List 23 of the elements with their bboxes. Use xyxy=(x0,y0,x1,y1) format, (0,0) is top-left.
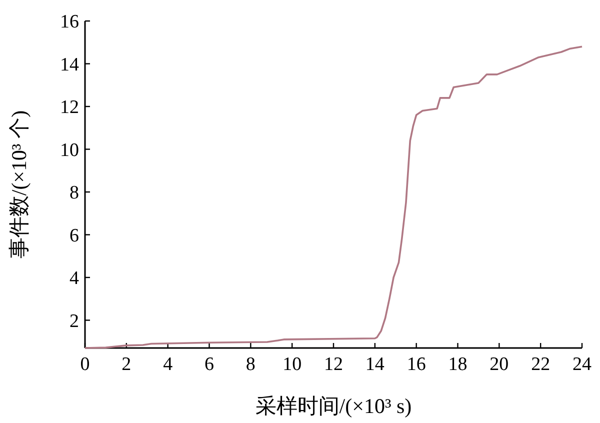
y-tick-label: 10 xyxy=(60,140,79,161)
y-tick-label: 2 xyxy=(70,310,79,332)
y-tick-label: 6 xyxy=(70,225,79,246)
x-tick-label: 16 xyxy=(406,354,426,375)
y-tick-label: 8 xyxy=(70,182,79,204)
x-tick-label: 6 xyxy=(204,354,214,375)
x-tick-label: 20 xyxy=(490,354,509,375)
x-tick-label: 2 xyxy=(122,354,132,375)
y-tick-label: 4 xyxy=(70,268,80,290)
x-tick-label: 22 xyxy=(531,354,550,375)
x-tick-label: 18 xyxy=(448,354,468,375)
y-tick-label: 16 xyxy=(60,12,79,33)
x-tick-label: 4 xyxy=(163,354,174,375)
y-tick-label: 12 xyxy=(60,97,79,118)
y-axis-title: 事件数/(×10³ 个) xyxy=(7,110,31,259)
y-tick-label: 14 xyxy=(60,54,80,76)
x-axis-title: 采样时间/(×10³ s) xyxy=(255,394,412,418)
x-tick-label: 10 xyxy=(282,354,302,375)
x-tick-label: 14 xyxy=(365,354,385,375)
x-tick-label: 0 xyxy=(80,354,90,375)
x-tick-label: 24 xyxy=(572,354,592,375)
x-tick-label: 12 xyxy=(324,354,343,375)
x-tick-label: 8 xyxy=(246,354,256,375)
